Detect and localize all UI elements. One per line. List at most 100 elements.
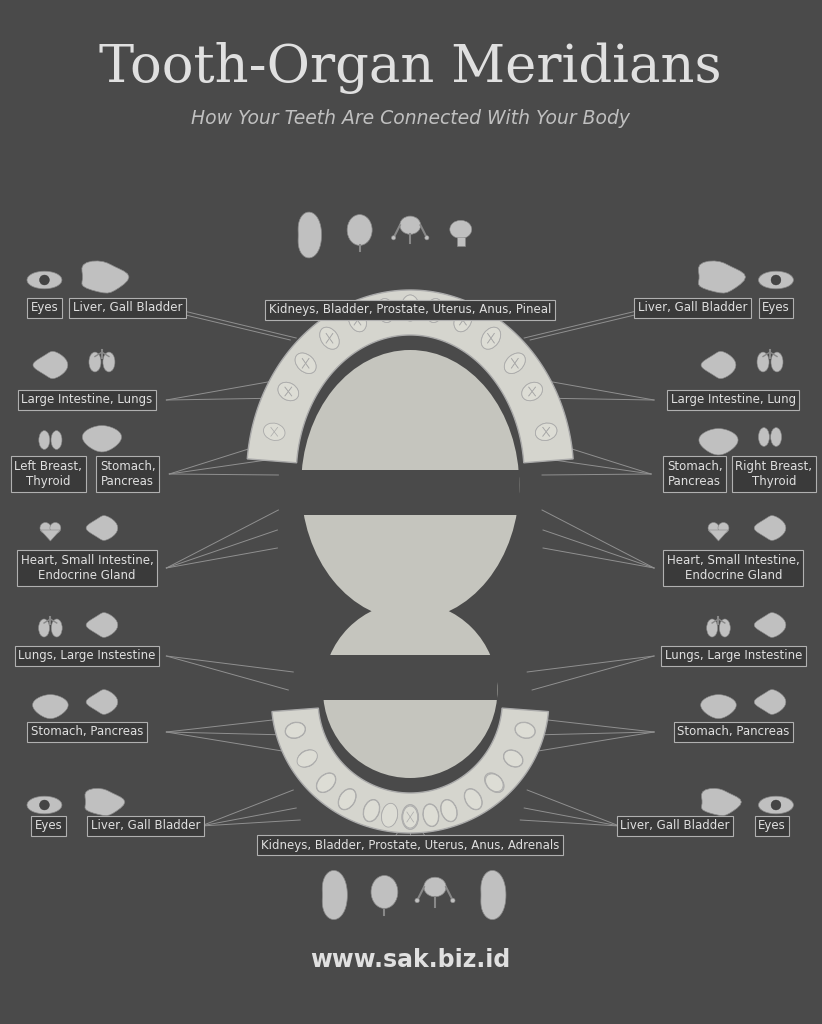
Ellipse shape (505, 353, 525, 374)
Ellipse shape (295, 353, 316, 374)
Text: Lungs, Large Instestine: Lungs, Large Instestine (18, 649, 155, 663)
Polygon shape (40, 530, 60, 541)
Text: Stomach, Pancreas: Stomach, Pancreas (677, 725, 790, 738)
Ellipse shape (759, 428, 769, 446)
Ellipse shape (464, 790, 482, 809)
Ellipse shape (423, 804, 439, 826)
Ellipse shape (759, 797, 793, 814)
Text: Liver, Gall Bladder: Liver, Gall Bladder (73, 301, 182, 314)
Ellipse shape (441, 800, 457, 821)
Ellipse shape (504, 751, 523, 767)
Ellipse shape (415, 898, 419, 903)
Ellipse shape (285, 722, 306, 738)
Ellipse shape (719, 618, 730, 637)
Ellipse shape (27, 797, 62, 814)
Ellipse shape (298, 750, 317, 767)
Polygon shape (82, 261, 129, 293)
Ellipse shape (381, 803, 398, 827)
Polygon shape (298, 212, 321, 258)
Ellipse shape (264, 423, 285, 440)
Ellipse shape (708, 522, 719, 534)
Ellipse shape (278, 382, 298, 400)
Ellipse shape (39, 431, 50, 450)
Polygon shape (82, 426, 122, 452)
Ellipse shape (401, 295, 419, 321)
Polygon shape (33, 694, 68, 719)
Ellipse shape (301, 350, 520, 620)
Ellipse shape (51, 431, 62, 450)
Ellipse shape (464, 790, 482, 809)
Polygon shape (481, 870, 506, 920)
Ellipse shape (89, 352, 101, 372)
Text: Liver, Gall Bladder: Liver, Gall Bladder (620, 819, 730, 833)
FancyBboxPatch shape (301, 470, 520, 515)
Ellipse shape (338, 788, 356, 810)
Ellipse shape (381, 804, 398, 826)
Ellipse shape (399, 216, 421, 234)
Text: Left Breast,
Thyroid: Left Breast, Thyroid (15, 460, 82, 488)
Ellipse shape (285, 723, 305, 738)
Text: www.sak.biz.id: www.sak.biz.id (310, 948, 510, 972)
Polygon shape (701, 351, 736, 379)
Text: Heart, Small Intestine,
Endocrine Gland: Heart, Small Intestine, Endocrine Gland (667, 554, 800, 582)
Text: Stomach, Pancreas: Stomach, Pancreas (31, 725, 143, 738)
Ellipse shape (486, 774, 503, 792)
Ellipse shape (316, 773, 335, 793)
Ellipse shape (484, 773, 504, 793)
Ellipse shape (505, 353, 525, 374)
Text: Lungs, Large Instestine: Lungs, Large Instestine (665, 649, 802, 663)
Ellipse shape (401, 295, 419, 321)
Ellipse shape (363, 800, 380, 821)
Ellipse shape (424, 878, 446, 897)
Polygon shape (272, 709, 548, 833)
Ellipse shape (349, 308, 367, 332)
Ellipse shape (377, 299, 395, 323)
Text: Liver, Gall Bladder: Liver, Gall Bladder (90, 819, 201, 833)
Ellipse shape (771, 275, 781, 285)
Polygon shape (701, 788, 741, 815)
Ellipse shape (51, 618, 62, 637)
Ellipse shape (535, 423, 557, 440)
Text: Heart, Small Intestine,
Endocrine Gland: Heart, Small Intestine, Endocrine Gland (21, 554, 154, 582)
Ellipse shape (391, 236, 395, 240)
Ellipse shape (426, 299, 443, 323)
Text: Eyes: Eyes (758, 819, 786, 833)
Ellipse shape (298, 751, 316, 767)
Ellipse shape (323, 602, 497, 778)
Ellipse shape (464, 788, 483, 810)
Polygon shape (86, 612, 118, 637)
Text: Stomach,
Pancreas: Stomach, Pancreas (100, 460, 155, 488)
Ellipse shape (441, 800, 457, 821)
Polygon shape (86, 689, 118, 715)
Polygon shape (709, 530, 728, 541)
Ellipse shape (39, 800, 49, 810)
Polygon shape (322, 870, 348, 920)
Text: Tooth-Organ Meridians: Tooth-Organ Meridians (99, 42, 722, 94)
Ellipse shape (757, 352, 769, 372)
Ellipse shape (535, 423, 557, 440)
Ellipse shape (504, 751, 523, 767)
Ellipse shape (402, 805, 418, 829)
Polygon shape (33, 351, 68, 379)
Ellipse shape (278, 382, 298, 400)
Ellipse shape (349, 308, 367, 332)
Ellipse shape (425, 236, 429, 240)
Text: Eyes: Eyes (30, 301, 58, 314)
Ellipse shape (771, 800, 781, 810)
Ellipse shape (450, 220, 472, 239)
Text: How Your Teeth Are Connected With Your Body: How Your Teeth Are Connected With Your B… (191, 109, 630, 128)
Ellipse shape (297, 750, 317, 767)
Text: Kidneys, Bladder, Prostate, Uterus, Anus, Adrenals: Kidneys, Bladder, Prostate, Uterus, Anus… (261, 839, 560, 852)
Ellipse shape (40, 522, 51, 534)
Ellipse shape (402, 805, 418, 829)
Text: Stomach,
Pancreas: Stomach, Pancreas (667, 460, 723, 488)
Ellipse shape (27, 271, 62, 289)
Text: Right Breast,
Thyroid: Right Breast, Thyroid (736, 460, 812, 488)
Ellipse shape (316, 773, 336, 793)
FancyBboxPatch shape (457, 238, 464, 247)
Ellipse shape (316, 773, 335, 793)
Polygon shape (755, 516, 786, 541)
Ellipse shape (339, 790, 356, 809)
Ellipse shape (423, 804, 438, 826)
Text: Eyes: Eyes (35, 819, 62, 833)
